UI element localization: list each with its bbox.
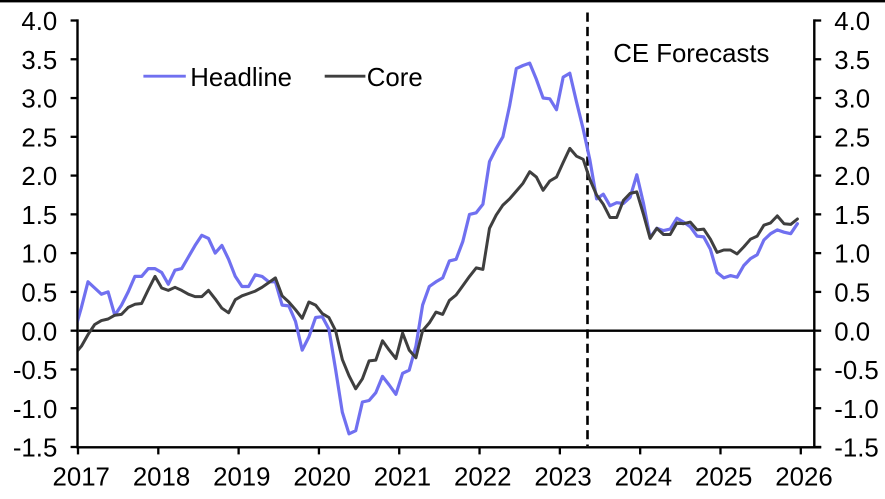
svg-text:CE Forecasts: CE Forecasts [613,40,769,68]
svg-text:2025: 2025 [695,464,752,492]
svg-text:2022: 2022 [454,464,511,492]
svg-text:2.5: 2.5 [21,124,57,152]
svg-text:2018: 2018 [133,464,190,492]
svg-text:2021: 2021 [374,464,431,492]
svg-text:2020: 2020 [293,464,350,492]
svg-text:-1.5: -1.5 [834,435,878,463]
svg-text:1.5: 1.5 [834,202,870,230]
svg-text:Core: Core [367,64,423,92]
svg-text:-0.5: -0.5 [13,357,57,385]
svg-text:-1.5: -1.5 [13,435,57,463]
svg-text:2.0: 2.0 [21,163,57,191]
svg-text:3.0: 3.0 [834,86,870,114]
svg-text:1.0: 1.0 [21,241,57,269]
svg-text:1.0: 1.0 [834,241,870,269]
svg-text:2.0: 2.0 [834,163,870,191]
svg-text:4.0: 4.0 [21,8,57,36]
svg-text:0.5: 0.5 [21,280,57,308]
svg-text:-1.0: -1.0 [834,396,878,424]
svg-text:1.5: 1.5 [21,202,57,230]
svg-text:3.5: 3.5 [21,47,57,75]
svg-text:0.0: 0.0 [21,318,57,346]
svg-text:2019: 2019 [213,464,270,492]
svg-text:2026: 2026 [775,464,832,492]
svg-text:4.0: 4.0 [834,8,870,36]
svg-text:Headline: Headline [190,64,292,92]
svg-text:2017: 2017 [53,464,110,492]
svg-text:-0.5: -0.5 [834,357,878,385]
svg-text:2.5: 2.5 [834,124,870,152]
svg-text:2023: 2023 [534,464,591,492]
svg-text:0.0: 0.0 [834,318,870,346]
svg-text:3.5: 3.5 [834,47,870,75]
svg-text:2024: 2024 [615,464,672,492]
svg-text:3.0: 3.0 [21,86,57,114]
svg-text:0.5: 0.5 [834,280,870,308]
svg-text:-1.0: -1.0 [13,396,57,424]
